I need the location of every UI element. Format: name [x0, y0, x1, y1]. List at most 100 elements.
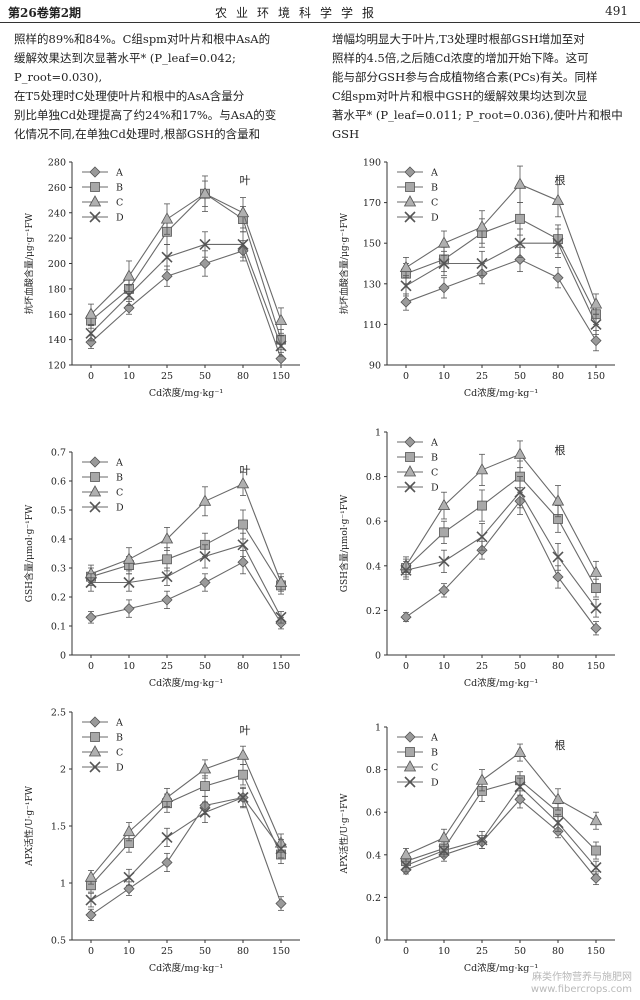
- data-point: [552, 272, 564, 284]
- y-tick-label: 150: [363, 239, 381, 250]
- page-number: 491: [605, 4, 628, 18]
- marker-stroke: [552, 551, 564, 563]
- y-axis-label: 抗坏血酸含量/μg·g⁻¹FW: [23, 212, 35, 314]
- legend-marker: [90, 472, 100, 482]
- marker-stroke: [123, 871, 135, 883]
- marker-stroke: [161, 251, 173, 263]
- x-tick-label: 25: [161, 661, 173, 672]
- data-point: [275, 897, 287, 910]
- marker-stroke: [438, 844, 450, 857]
- y-axis-label: APX活性/U·g⁻¹FW: [338, 793, 350, 875]
- y-tick-label: 220: [48, 234, 66, 245]
- data-point: [591, 583, 601, 594]
- y-axis-label: APX活性/U·g⁻¹FW: [23, 785, 35, 867]
- y-axis-label: GSH含量/μmol·g⁻¹FW: [338, 494, 350, 592]
- x-axis-label: Cd浓度/mg·kg⁻¹: [149, 962, 224, 974]
- legend-marker: [89, 456, 101, 468]
- data-point: [84, 307, 98, 319]
- x-tick-label: 0: [88, 371, 94, 382]
- x-axis-label: Cd浓度/mg·kg⁻¹: [464, 677, 539, 689]
- data-point: [475, 220, 489, 232]
- x-tick-label: 150: [587, 661, 605, 672]
- legend-marker: [88, 485, 102, 497]
- marker-stroke: [400, 564, 412, 576]
- marker-stroke: [89, 501, 101, 513]
- legend-label: C: [116, 198, 123, 209]
- data-point: [275, 843, 287, 855]
- data-point: [438, 584, 450, 596]
- data-point: [237, 556, 249, 568]
- data-point: [161, 571, 173, 583]
- data-point: [399, 260, 413, 272]
- data-point: [513, 745, 527, 757]
- data-point: [590, 335, 602, 347]
- x-axis-label: Cd浓度/mg·kg⁻¹: [149, 387, 224, 399]
- marker-stroke: [590, 318, 602, 330]
- x-tick-label: 80: [552, 371, 564, 382]
- marker-stroke: [199, 550, 211, 562]
- marker-stroke: [590, 862, 602, 874]
- series-line: [90, 243, 282, 347]
- marker-stroke: [85, 576, 97, 589]
- data-point: [551, 494, 565, 506]
- data-point: [236, 205, 250, 218]
- legend-label: C: [116, 748, 123, 759]
- x-tick-label: 0: [403, 661, 409, 672]
- y-tick-label: 180: [48, 284, 66, 295]
- y-tick-label: 0.2: [51, 593, 66, 604]
- y-tick-label: 1: [375, 428, 381, 439]
- y-tick-label: 0.4: [366, 561, 381, 572]
- y-tick-label: 0.4: [51, 535, 66, 546]
- data-point: [400, 611, 412, 623]
- data-point: [437, 236, 451, 248]
- marker-stroke: [552, 817, 564, 829]
- x-axis-label: Cd浓度/mg·kg⁻¹: [464, 962, 539, 974]
- data-point: [513, 447, 527, 459]
- marker-stroke: [237, 539, 249, 551]
- y-tick-label: 130: [363, 279, 381, 290]
- legend-marker: [403, 760, 417, 772]
- series-line: [405, 183, 597, 305]
- marker-stroke: [89, 211, 101, 223]
- y-tick-label: 280: [48, 158, 66, 169]
- data-point: [589, 813, 603, 826]
- text-line: 著水平* (P_leaf=0.011; P_root=0.036),使叶片和根中…: [332, 108, 623, 141]
- legend-marker: [404, 776, 416, 788]
- data-point: [437, 498, 451, 510]
- data-point: [590, 602, 602, 614]
- series-line: [405, 453, 597, 573]
- marker-stroke: [590, 602, 602, 614]
- y-tick-label: 2.5: [51, 708, 66, 719]
- data-point: [438, 257, 450, 270]
- data-point: [400, 859, 412, 872]
- data-point: [514, 486, 526, 498]
- x-tick-label: 25: [161, 946, 173, 957]
- legend-label: A: [430, 733, 438, 744]
- text-line: 增幅均明显大于叶片,T3处理时根部GSH增加至对: [332, 32, 585, 46]
- data-point: [123, 871, 135, 883]
- data-point: [122, 552, 136, 564]
- y-tick-label: 0.6: [51, 477, 66, 488]
- x-tick-label: 10: [438, 946, 450, 957]
- marker-stroke: [476, 834, 488, 846]
- data-point: [475, 773, 489, 785]
- x-tick-label: 0: [88, 661, 94, 672]
- x-tick-label: 150: [272, 946, 290, 957]
- legend-marker: [403, 195, 417, 207]
- marker-stroke: [85, 894, 97, 906]
- marker-stroke: [438, 555, 450, 567]
- chart-ascorbate-leaf: 120 140 160 180 200 220 240 260 280 0 10 25 50 80 150 C…: [23, 158, 300, 399]
- y-axis-label: 抗坏血酸含量/μg·g⁻¹FW: [338, 212, 350, 314]
- series-D: [85, 786, 287, 908]
- body-text-right: 增幅均明显大于叶片,T3处理时根部GSH增加至对 照样的4.5倍,之后随Cd浓度…: [332, 30, 632, 144]
- panel-title: 叶: [240, 464, 251, 477]
- data-point: [123, 603, 135, 615]
- x-tick-label: 50: [199, 946, 211, 957]
- marker-stroke: [275, 340, 287, 352]
- y-tick-label: 0.6: [366, 517, 381, 528]
- legend-marker: [405, 452, 415, 462]
- y-tick-label: 0.8: [366, 472, 381, 483]
- data-point: [514, 781, 526, 793]
- marker-stroke: [275, 843, 287, 855]
